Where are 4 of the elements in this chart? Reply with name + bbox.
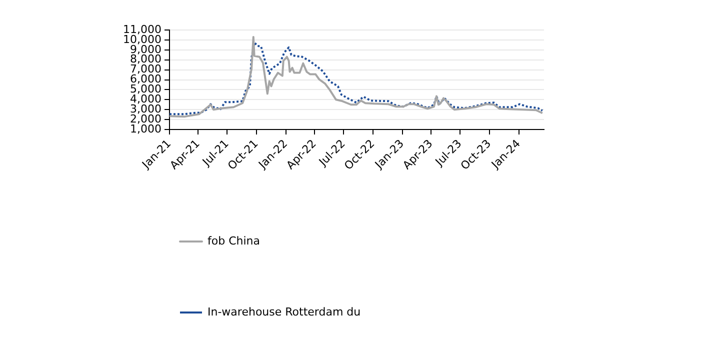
legend-label: In-warehouse Rotterdam du (208, 305, 361, 318)
y-tick-label: 8,000 (130, 52, 162, 66)
y-tick-label: 11,000 (122, 22, 162, 36)
legend-label: fob China (208, 234, 260, 248)
